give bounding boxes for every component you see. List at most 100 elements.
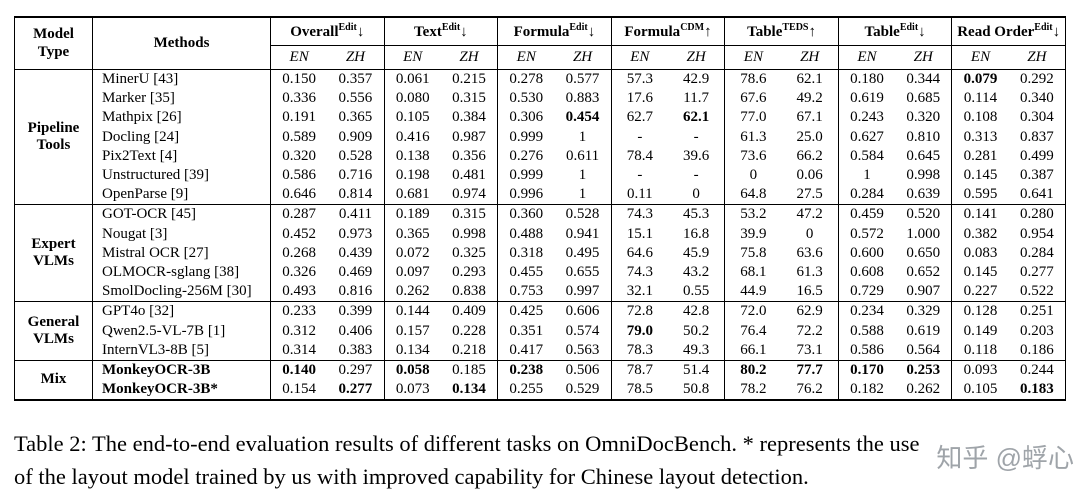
metric-cell: 0.909	[327, 127, 385, 147]
table-row: Nougat [3] 0.452 0.973 0.365 0.998 0.488 0.941…	[15, 224, 1066, 244]
metric-cell: 77.0	[740, 109, 767, 126]
metric-cell: 0.314	[282, 341, 317, 358]
metric-cell: 0.729	[850, 283, 884, 300]
metric-cell: 0.411	[327, 204, 385, 225]
metric-cell: 0.080	[395, 90, 430, 107]
metric-cell: 0.883	[554, 89, 612, 109]
metric-cell: 0.278	[497, 69, 555, 90]
metric-cell: 0.315	[440, 89, 499, 109]
metric-cell: 0.340	[1008, 89, 1066, 109]
metric-cell: 0.55	[667, 282, 726, 302]
caption-line-2: of the layout model trained by us with i…	[14, 463, 809, 489]
metric-cell: 0.600	[850, 244, 884, 261]
lang-subheader: EN	[951, 45, 1009, 70]
table-row: Mathpix [26] 0.191 0.365 0.105 0.384 0.306 0.4…	[15, 108, 1066, 128]
model-type-header: Model Type	[14, 17, 93, 70]
lang-subheader: ZH	[895, 45, 953, 70]
metric-cell: 0.149	[963, 322, 998, 339]
metric-cell: 42.9	[667, 69, 726, 90]
metric-cell: 0.528	[554, 204, 612, 225]
metric-cell: 0.329	[895, 301, 953, 322]
metric-cell: 16.8	[667, 224, 726, 244]
metric-cell: 62.9	[781, 301, 839, 322]
metric-cell: 16.5	[781, 282, 839, 302]
metric-cell: 0.072	[395, 244, 430, 261]
table-row: Mix MonkeyOCR-3B 0.140 0.297 0.058 0.185 0.238…	[14, 359, 1066, 401]
metric-cell: 0.452	[282, 225, 317, 242]
lang-subheader: ZH	[1008, 45, 1066, 70]
metric-cell: 0	[667, 185, 726, 205]
metric-cell: 0.061	[384, 69, 441, 90]
metric-cell: 0.253	[895, 359, 953, 380]
metric-cell: 1	[554, 127, 612, 147]
table-row: Pix2Text [4] 0.320 0.528 0.138 0.356 0.276 0.6…	[15, 146, 1066, 166]
metric-cell: 0.191	[282, 109, 317, 126]
metric-cell: 0.954	[1008, 224, 1066, 244]
metric-cell: 39.9	[740, 225, 767, 242]
model-type-cell: Mix	[14, 359, 93, 401]
metric-cell: 0.268	[282, 244, 317, 261]
metric-cell: 0.439	[327, 243, 385, 263]
method-cell: GOT-OCR [45]	[92, 204, 271, 225]
metric-cell: 0.180	[838, 69, 896, 90]
metric-cell: 0	[749, 167, 758, 184]
metric-cell: 0.838	[440, 282, 499, 302]
metric-cell: 0.606	[554, 301, 612, 322]
metric-cell: 0.228	[440, 321, 499, 341]
metric-cell: 49.2	[781, 89, 839, 109]
metric-cell: 0.619	[850, 90, 884, 107]
lang-subheader: ZH	[781, 45, 839, 70]
metric-cell: -	[637, 167, 643, 184]
table-row: MonkeyOCR-3B* 0.154 0.277 0.073 0.134 0.255 0.…	[15, 380, 1066, 401]
metric-cell: 0.251	[1008, 301, 1066, 322]
metric-cell: 0.627	[850, 128, 884, 145]
metric-cell: 0.058	[384, 359, 441, 380]
metric-cell: 0.244	[1008, 359, 1066, 380]
method-cell: GPT4o [32]	[92, 301, 271, 322]
metric-cell: 0.198	[395, 167, 430, 184]
metric-cell: 0.105	[395, 109, 430, 126]
results-table-wrapper: Model Type Methods OverallEdit↓ TextEdit↓ Fo…	[14, 16, 1066, 402]
metric-cell: 0.655	[554, 262, 612, 283]
metric-cell: 0.382	[963, 225, 998, 242]
metric-cell: 45.3	[667, 204, 726, 225]
lang-subheader: EN	[611, 45, 668, 70]
metric-cell: 0.262	[895, 380, 953, 401]
metric-cell: 0.455	[509, 263, 544, 280]
metric-cell: 0.459	[838, 204, 896, 225]
metric-cell: 0.406	[327, 321, 385, 341]
metric-cell: 0.383	[327, 340, 385, 361]
metric-cell: 0.996	[509, 186, 544, 203]
metric-cell: 0.365	[327, 108, 385, 128]
metric-cell: 0.997	[554, 282, 612, 302]
metric-cell: 25.0	[781, 127, 839, 147]
metric-cell: 0.572	[850, 225, 884, 242]
metric-cell: 43.2	[667, 262, 726, 283]
metric-cell: 76.4	[740, 322, 767, 339]
metric-cell: 66.1	[740, 341, 767, 358]
metric-cell: 0.499	[1008, 146, 1066, 166]
metric-cell: 0.417	[509, 341, 544, 358]
metric-cell: 0.564	[895, 340, 953, 361]
metric-cell: 0.650	[895, 243, 953, 263]
metric-cell: 78.3	[626, 341, 653, 358]
metric-cell: 0.313	[963, 128, 998, 145]
metric-cell: 0.276	[509, 147, 544, 164]
metric-cell: 0.215	[440, 69, 499, 90]
column-group-header: OverallEdit↓	[270, 17, 385, 46]
header-row-lang: EN ZH EN ZH EN ZH EN ZH EN ZH EN ZH EN ZH	[15, 45, 1066, 70]
metric-cell: 0.556	[327, 89, 385, 109]
results-table: Model Type Methods OverallEdit↓ TextEdit↓ Fo…	[14, 16, 1066, 402]
method-cell: Pix2Text [4]	[92, 146, 271, 166]
metric-cell: 78.2	[740, 381, 767, 398]
metric-cell: 0.987	[440, 127, 499, 147]
metric-cell: 0.574	[554, 321, 612, 341]
metric-cell: 78.6	[724, 69, 782, 90]
metric-cell: 72.8	[611, 301, 668, 322]
metric-cell: 0.506	[554, 359, 612, 380]
metric-cell: -	[637, 128, 643, 145]
column-group-header: TableTEDS↑	[724, 17, 839, 46]
metric-cell: 0.520	[895, 204, 953, 225]
metric-cell: 1	[554, 165, 612, 186]
metric-cell: 0.488	[509, 225, 544, 242]
